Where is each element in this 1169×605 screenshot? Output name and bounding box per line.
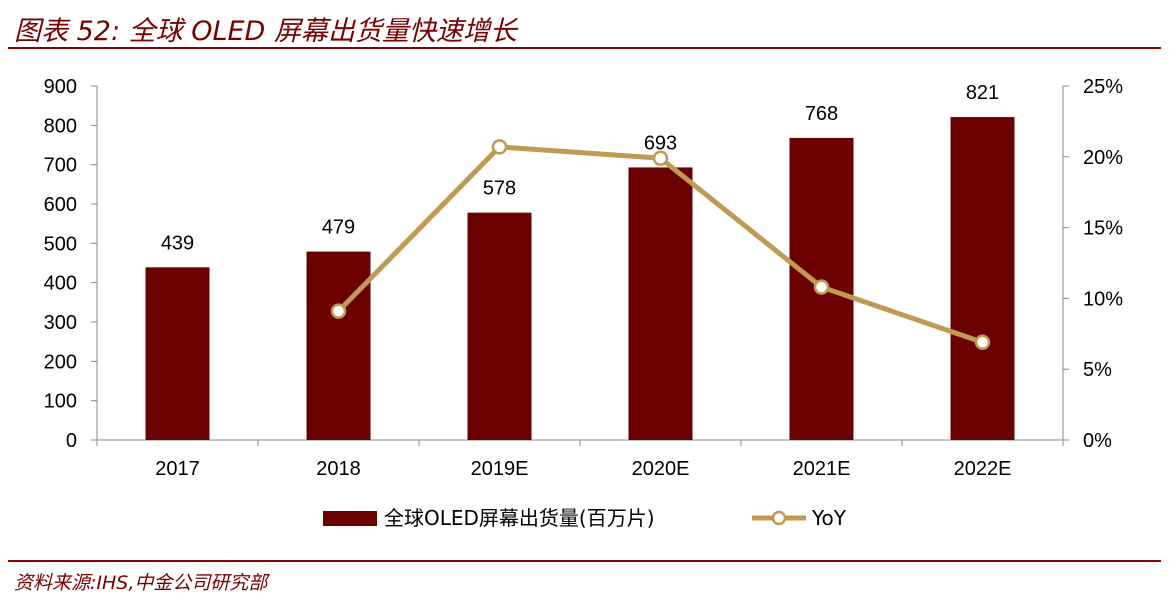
y-left-tick-label: 800 — [44, 115, 77, 137]
y-right-tick-label: 10% — [1083, 288, 1123, 310]
bar-series — [145, 117, 1015, 441]
title-rule — [8, 47, 1161, 49]
x-tick-label: 2020E — [632, 458, 690, 480]
bar-data-label: 578 — [483, 178, 516, 200]
legend-swatch-bar — [323, 511, 377, 526]
yoy-point — [491, 139, 508, 155]
y-right-tick-label: 0% — [1083, 430, 1112, 452]
yoy-point — [330, 303, 347, 319]
x-tick-label: 2021E — [793, 458, 851, 480]
y-left-tick-label: 300 — [44, 312, 77, 334]
bar-data-label: 693 — [644, 132, 677, 154]
y-right-tick-label: 5% — [1083, 359, 1112, 381]
bar — [628, 167, 693, 441]
y-right-tick-label: 20% — [1083, 147, 1123, 169]
legend-label-line: YoY — [811, 506, 847, 530]
yoy-point — [652, 150, 669, 166]
chart-axes: 0 100 200 300 400 500 600 700 800 900 0% 5% 10% 15% 20… — [44, 76, 1124, 480]
legend-swatch-marker — [771, 510, 787, 526]
source-rule — [8, 560, 1161, 562]
bar-data-label: 821 — [966, 82, 999, 104]
yoy-point — [974, 334, 991, 351]
chart-legend: 全球OLED屏幕出货量(百万片) YoY — [323, 506, 847, 530]
y-left-tick-label: 400 — [44, 273, 77, 295]
x-tick-label: 2022E — [954, 458, 1012, 480]
figure-title: 图表 52: 全球 OLED 屏幕出货量快速增长 — [14, 16, 517, 47]
y-right-tick-label: 25% — [1083, 76, 1123, 98]
bar-data-label: 479 — [322, 217, 355, 239]
x-tick-label: 2018 — [316, 458, 361, 480]
bar — [950, 117, 1015, 440]
bar — [306, 251, 371, 440]
x-tick-label: 2017 — [155, 458, 200, 480]
yoy-point — [813, 279, 830, 295]
y-right-tick-label: 15% — [1083, 218, 1123, 240]
bar-data-label: 439 — [161, 232, 194, 254]
x-tick-label: 2019E — [471, 458, 529, 480]
bar-data-label: 768 — [805, 103, 838, 125]
y-left-tick-label: 200 — [44, 351, 77, 373]
source-note: 资料来源:IHS,中金公司研究部 — [14, 572, 268, 594]
bar — [145, 267, 210, 440]
y-left-tick-label: 700 — [44, 155, 77, 177]
yoy-line-series — [330, 139, 991, 351]
bar — [467, 212, 532, 440]
y-left-tick-label: 500 — [44, 233, 77, 255]
y-left-tick-label: 100 — [44, 391, 77, 413]
data-labels: 439 479 578 693 768 821 — [161, 82, 999, 254]
y-left-tick-label: 0 — [66, 430, 77, 452]
y-left-tick-label: 600 — [44, 194, 77, 216]
legend-label-bar: 全球OLED屏幕出货量(百万片) — [384, 506, 655, 530]
y-left-tick-label: 900 — [44, 76, 77, 98]
